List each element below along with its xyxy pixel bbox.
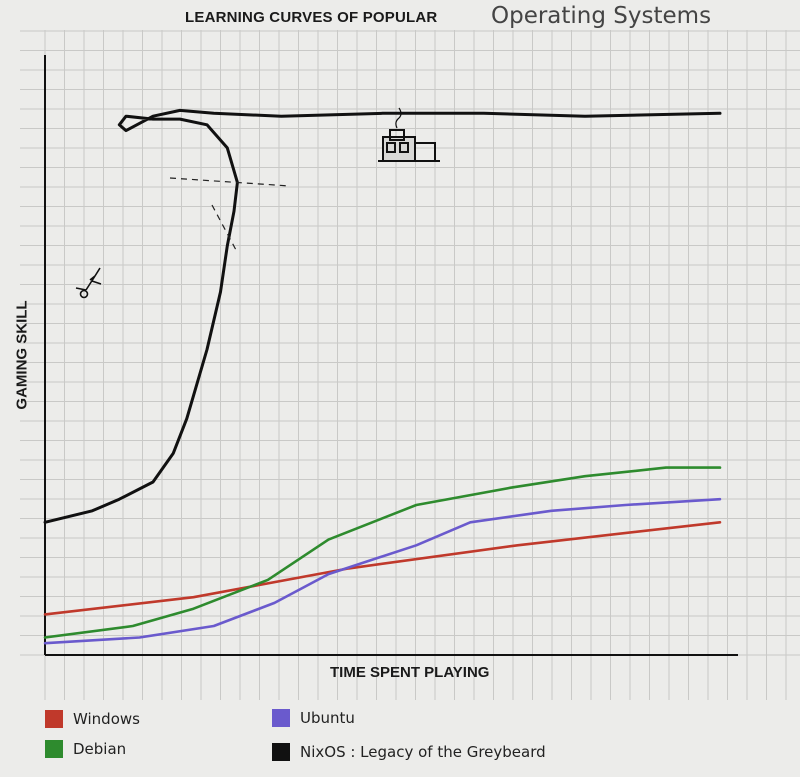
legend-swatch-windows: [45, 710, 63, 728]
legend-item-debian: Debian: [45, 740, 126, 758]
chart-title-part1: LEARNING CURVES OF POPULAR: [185, 9, 438, 26]
legend-label-ubuntu: Ubuntu: [300, 709, 355, 727]
grid-layer: [20, 30, 800, 700]
axes-layer: [44, 55, 738, 656]
legend-item-windows: Windows: [45, 710, 140, 728]
legend-label-nixos: NixOS : Legacy of the Greybeard: [300, 743, 546, 761]
x-axis-label: TIME SPENT PLAYING: [330, 664, 490, 681]
series-line-nixos: [43, 108, 722, 524]
legend-item-nixos: NixOS : Legacy of the Greybeard: [272, 743, 546, 761]
legend-swatch-nixos: [272, 743, 290, 761]
legend-swatch-ubuntu: [272, 709, 290, 727]
legend-item-ubuntu: Ubuntu: [272, 709, 355, 727]
chart-title-part2: Operating Systems: [491, 3, 712, 29]
series-line-debian: [43, 466, 722, 639]
series-layer: [43, 108, 722, 645]
y-axis-label: GAMING SKILL: [13, 300, 31, 410]
legend-label-windows: Windows: [73, 710, 140, 728]
series-line-windows: [43, 520, 722, 616]
doodle-layer: [75, 107, 440, 299]
legend-label-debian: Debian: [73, 740, 127, 758]
legend-swatch-debian: [45, 740, 63, 758]
stick-figure-doodle: [75, 267, 102, 299]
tractor-doodle: [378, 107, 440, 162]
series-line-ubuntu: [43, 497, 722, 645]
cliff-sketch-lines: [169, 177, 291, 251]
